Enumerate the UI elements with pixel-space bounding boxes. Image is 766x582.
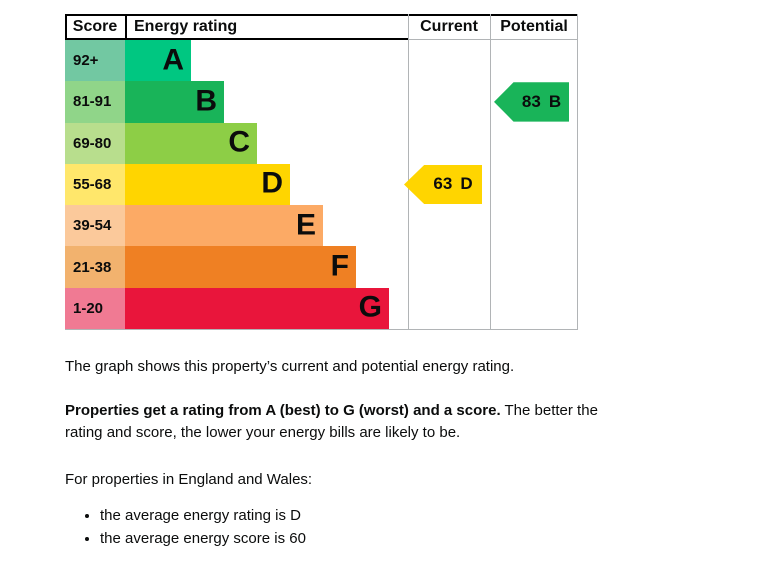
current-column-left-line (408, 14, 409, 329)
chart-bottom-border (65, 329, 578, 330)
score-range-label: 81-91 (65, 81, 125, 123)
band-bar-b: B (125, 81, 224, 123)
current-score-value: 63 (433, 174, 453, 194)
band-letter: C (228, 125, 250, 159)
rating-explanation-bold: Properties get a rating from A (best) to… (65, 401, 501, 419)
band-bar-a: A (125, 40, 191, 82)
score-range-label: 1-20 (65, 287, 125, 329)
band-letter: E (295, 208, 316, 242)
score-range-label: 21-38 (65, 246, 125, 288)
description-text: The graph shows this property’s current … (65, 356, 621, 551)
band-letter: B (195, 84, 217, 118)
chart-right-border (577, 14, 578, 329)
header-underline (65, 38, 408, 40)
average-stats-list: the average energy rating is D the avera… (100, 505, 621, 550)
band-row-d: 55-68 D (65, 163, 578, 206)
potential-column-header: Potential (500, 18, 568, 35)
band-letter: A (162, 43, 184, 77)
current-column-header: Current (420, 18, 478, 35)
band-row-b: 81-91 B (65, 81, 578, 123)
average-score-item: the average energy score is 60 (100, 528, 621, 550)
potential-score-value: 83 (521, 91, 541, 111)
band-row-c: 69-80 C (65, 122, 578, 164)
energy-rating-bands: 92+ A 81-91 B 69-80 C 55-68 D 39-54 E 21-38 F 1-20 G (65, 40, 578, 329)
graph-description: The graph shows this property’s current … (65, 358, 515, 375)
potential-column-left-line (490, 14, 491, 329)
band-row-f: 21-38 F (65, 246, 578, 288)
epc-rating-chart: Score Energy rating Current Potential 92… (65, 14, 578, 330)
average-rating-item: the average energy rating is D (100, 505, 621, 527)
score-column-header: Score (72, 18, 118, 35)
band-row-g: 1-20 G (65, 287, 578, 329)
score-range-label: 55-68 (65, 163, 125, 206)
score-range-label: 92+ (65, 40, 125, 82)
current-rating-letter: D (460, 174, 473, 194)
score-range-label: 69-80 (65, 122, 125, 164)
band-bar-c: C (125, 122, 257, 164)
band-row-a: 92+ A (65, 40, 578, 82)
band-letter: D (261, 166, 283, 200)
band-letter: G (358, 290, 382, 324)
chart-top-border (65, 14, 578, 16)
band-bar-d: D (125, 163, 290, 206)
score-range-label: 39-54 (65, 205, 125, 247)
band-letter: F (330, 249, 349, 283)
region-note: For properties in England and Wales: (65, 471, 313, 489)
rating-explanation: Properties get a rating from A (best) to… (65, 400, 621, 444)
header-underline-right (408, 39, 578, 40)
rating-explanation-rest: The better the rating and score, the low… (65, 401, 598, 441)
energy-rating-column-header: Energy rating (134, 18, 238, 35)
score-column-divider (125, 14, 127, 40)
header-left-border (65, 14, 67, 40)
band-bar-e: E (125, 205, 323, 247)
band-row-e: 39-54 E (65, 205, 578, 247)
potential-rating-letter: B (548, 91, 562, 111)
band-bar-f: F (125, 246, 356, 288)
band-bar-g: G (125, 287, 389, 329)
